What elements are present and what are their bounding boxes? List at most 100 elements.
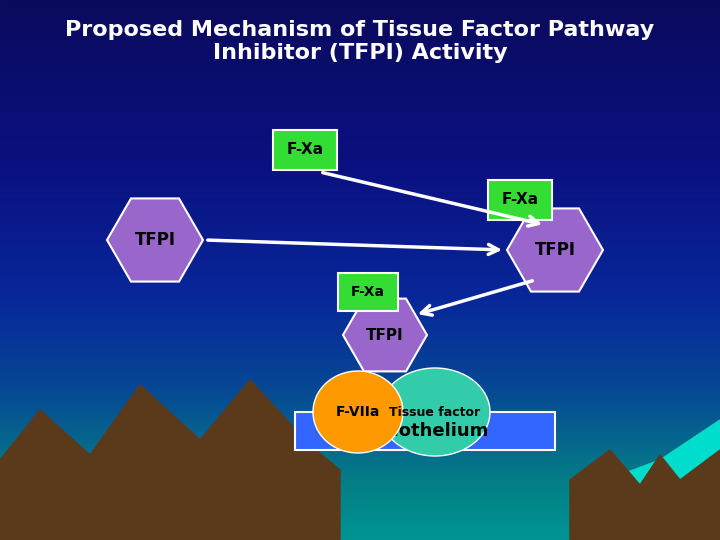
Bar bbox=[0, 181, 720, 184]
Bar bbox=[0, 510, 720, 513]
Bar bbox=[0, 202, 720, 205]
Bar bbox=[273, 130, 337, 170]
Bar bbox=[0, 189, 720, 192]
Bar bbox=[0, 27, 720, 30]
Bar bbox=[0, 151, 720, 154]
Bar bbox=[0, 240, 720, 243]
Text: F-VIIa: F-VIIa bbox=[336, 405, 380, 419]
Bar bbox=[0, 254, 720, 256]
Bar bbox=[0, 265, 720, 267]
Bar bbox=[0, 227, 720, 229]
Bar bbox=[0, 502, 720, 505]
Bar bbox=[0, 472, 720, 475]
Bar bbox=[0, 310, 720, 313]
Bar bbox=[0, 338, 720, 340]
Bar bbox=[0, 251, 720, 254]
Bar bbox=[0, 402, 720, 405]
Bar bbox=[0, 0, 720, 3]
Bar bbox=[0, 518, 720, 521]
Bar bbox=[0, 184, 720, 186]
Bar bbox=[0, 59, 720, 62]
Bar bbox=[0, 348, 720, 351]
Bar bbox=[0, 105, 720, 108]
Bar bbox=[0, 14, 720, 16]
Bar bbox=[0, 516, 720, 518]
Bar bbox=[0, 456, 720, 459]
Bar bbox=[0, 86, 720, 89]
Bar bbox=[0, 275, 720, 278]
Bar bbox=[488, 180, 552, 220]
Bar bbox=[0, 127, 720, 130]
Text: Tissue factor: Tissue factor bbox=[390, 406, 480, 419]
Bar bbox=[0, 351, 720, 354]
Bar bbox=[0, 359, 720, 362]
Text: TFPI: TFPI bbox=[135, 231, 176, 249]
Bar bbox=[0, 378, 720, 381]
Bar bbox=[0, 119, 720, 122]
Bar bbox=[0, 443, 720, 445]
Bar bbox=[0, 103, 720, 105]
Bar bbox=[0, 76, 720, 78]
Bar bbox=[0, 289, 720, 292]
Bar bbox=[0, 500, 720, 502]
Bar bbox=[0, 62, 720, 65]
Bar bbox=[0, 308, 720, 310]
Bar bbox=[0, 526, 720, 529]
Bar bbox=[0, 132, 720, 135]
Bar bbox=[0, 392, 720, 394]
Bar bbox=[0, 238, 720, 240]
Bar bbox=[0, 73, 720, 76]
Bar bbox=[0, 219, 720, 221]
Bar bbox=[0, 294, 720, 297]
Bar bbox=[0, 78, 720, 81]
Bar bbox=[0, 432, 720, 435]
Bar bbox=[0, 100, 720, 103]
Bar bbox=[0, 19, 720, 22]
Bar bbox=[0, 211, 720, 213]
Bar bbox=[0, 165, 720, 167]
Bar bbox=[0, 408, 720, 410]
Bar bbox=[0, 437, 720, 440]
Polygon shape bbox=[570, 450, 720, 540]
Bar bbox=[0, 451, 720, 454]
Text: F-Xa: F-Xa bbox=[501, 192, 539, 207]
Bar bbox=[0, 216, 720, 219]
Bar bbox=[0, 248, 720, 251]
Bar bbox=[0, 305, 720, 308]
Bar bbox=[0, 68, 720, 70]
Bar bbox=[0, 462, 720, 464]
Bar bbox=[338, 273, 398, 311]
Bar bbox=[0, 319, 720, 321]
Bar bbox=[0, 173, 720, 176]
Bar bbox=[0, 232, 720, 235]
Polygon shape bbox=[580, 420, 720, 540]
Bar bbox=[0, 22, 720, 24]
Bar bbox=[0, 313, 720, 316]
Text: Proposed Mechanism of Tissue Factor Pathway: Proposed Mechanism of Tissue Factor Path… bbox=[66, 20, 654, 40]
Bar bbox=[0, 416, 720, 418]
Bar bbox=[0, 316, 720, 319]
Bar bbox=[0, 386, 720, 389]
Bar bbox=[0, 475, 720, 478]
Bar bbox=[0, 413, 720, 416]
Bar bbox=[0, 464, 720, 467]
Bar bbox=[0, 159, 720, 162]
Bar bbox=[0, 340, 720, 343]
Bar bbox=[0, 273, 720, 275]
Text: Inhibitor (TFPI) Activity: Inhibitor (TFPI) Activity bbox=[212, 43, 508, 63]
Bar bbox=[0, 381, 720, 383]
Bar bbox=[0, 32, 720, 35]
Bar bbox=[0, 370, 720, 373]
Bar bbox=[0, 424, 720, 427]
Bar bbox=[0, 327, 720, 329]
Bar bbox=[0, 508, 720, 510]
Polygon shape bbox=[0, 380, 340, 540]
Bar bbox=[0, 154, 720, 157]
Bar bbox=[0, 122, 720, 124]
Bar bbox=[0, 51, 720, 54]
Bar bbox=[0, 97, 720, 100]
Bar bbox=[0, 43, 720, 46]
Bar bbox=[0, 148, 720, 151]
Bar bbox=[0, 94, 720, 97]
Bar bbox=[0, 54, 720, 57]
